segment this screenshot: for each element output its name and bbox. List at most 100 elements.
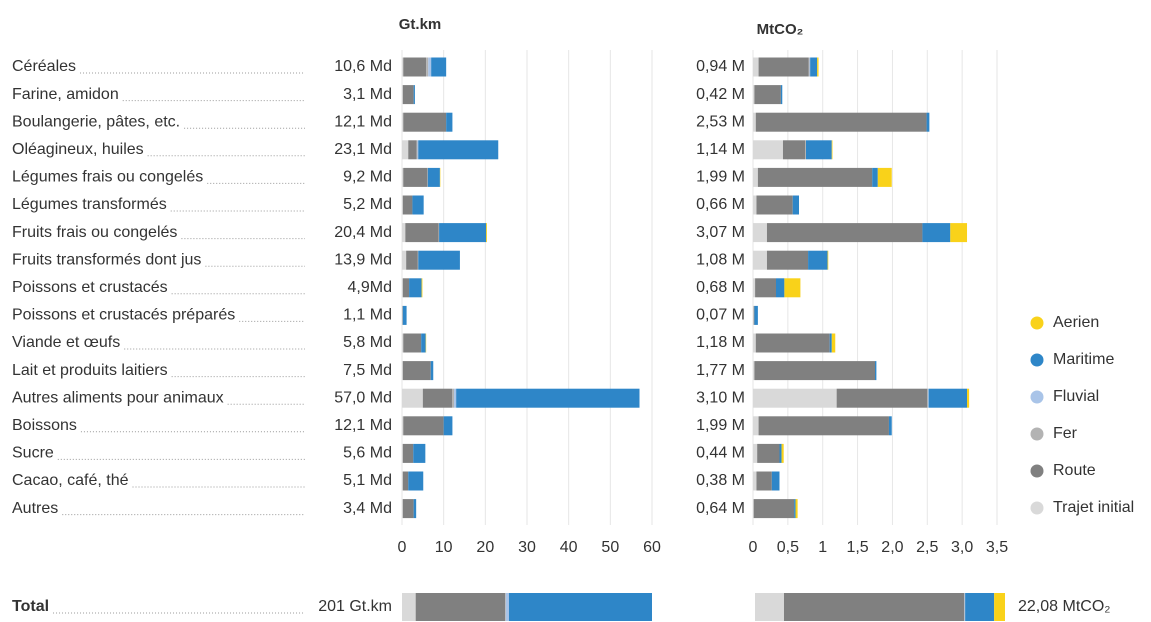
bar-segment — [446, 112, 453, 132]
bar-segment — [810, 57, 818, 77]
value-label: 20,4 Md — [334, 224, 392, 241]
bar-segment — [402, 388, 423, 408]
value-label: 0,42 M — [696, 86, 745, 103]
bar-segment — [753, 112, 756, 132]
total-segment — [964, 593, 966, 621]
value-label: 3,1 Md — [343, 86, 392, 103]
category-label: Poissons et crustacés préparés — [12, 307, 235, 324]
x-tick-label: 3,5 — [986, 539, 1008, 556]
value-label: 3,4 Md — [343, 500, 392, 517]
total-segment — [994, 593, 1005, 621]
value-label: 1,18 M — [696, 334, 745, 351]
value-label: 5,1 Md — [343, 472, 392, 489]
bar-segment — [754, 361, 875, 381]
category-label: Légumes frais ou congelés — [12, 169, 203, 186]
bar-segment — [402, 471, 403, 491]
bar-segment — [402, 250, 407, 270]
bar-segment — [456, 388, 640, 408]
bar-segment — [421, 278, 423, 298]
total-segment — [783, 593, 965, 621]
bar-segment — [753, 305, 754, 325]
bar-segment — [428, 57, 432, 77]
bar-segment — [779, 443, 782, 463]
legend-label: Route — [1053, 462, 1096, 479]
category-label: Légumes transformés — [12, 196, 167, 213]
category-label: Viande et œufs — [12, 334, 120, 351]
bar-segment — [754, 85, 781, 105]
bar-segment — [753, 140, 783, 160]
x-tick-label: 3,0 — [951, 539, 973, 556]
total-segment — [505, 593, 506, 621]
bar-segment — [780, 85, 783, 105]
legend-marker — [1030, 464, 1044, 478]
bar-segment — [766, 250, 809, 270]
legend-label: Trajet initial — [1053, 499, 1134, 516]
bar-segment — [967, 388, 970, 408]
category-label: Fruits frais ou congelés — [12, 224, 177, 241]
category-label: Poissons et crustacés — [12, 279, 168, 296]
x-tick-label: 0 — [749, 539, 758, 556]
total-segment — [964, 593, 965, 621]
bar-segment — [827, 250, 829, 270]
bar-segment — [755, 333, 830, 353]
bar-segment — [418, 250, 460, 270]
bar-segment — [792, 195, 800, 215]
bar-segment — [402, 167, 404, 187]
total-segment — [402, 593, 416, 621]
bar-segment — [402, 305, 407, 325]
value-label: 10,6 Md — [334, 58, 392, 75]
value-label: 3,10 M — [696, 389, 745, 406]
bar-segment — [794, 499, 796, 519]
value-label: 1,14 M — [696, 141, 745, 158]
bar-segment — [758, 416, 889, 436]
legend-label: Aerien — [1053, 314, 1099, 331]
bar-segment — [402, 85, 403, 105]
bar-segment — [831, 140, 833, 160]
bar-segment — [755, 278, 777, 298]
bar-segment — [753, 416, 759, 436]
bar-segment — [403, 112, 447, 132]
value-label: 9,2 Md — [343, 169, 392, 186]
bar-segment — [426, 57, 429, 77]
total-name: Total — [12, 598, 49, 615]
value-label: 0,64 M — [696, 500, 745, 517]
bar-segment — [452, 388, 455, 408]
bar-segment — [427, 167, 440, 187]
bar-segment — [756, 195, 793, 215]
bar-segment — [753, 250, 767, 270]
value-label: 0,68 M — [696, 279, 745, 296]
value-label: 5,8 Md — [343, 334, 392, 351]
x-tick-label: 40 — [560, 539, 578, 556]
bar-segment — [409, 278, 422, 298]
bar-segment — [402, 195, 413, 215]
category-label: Autres — [12, 500, 58, 517]
value-label: 1,77 M — [696, 362, 745, 379]
value-label: 12,1 Md — [334, 113, 392, 130]
bar-segment — [784, 278, 801, 298]
bar-segment — [753, 499, 795, 519]
legend-marker — [1030, 316, 1044, 330]
bar-segment — [403, 333, 422, 353]
bar-segment — [403, 57, 427, 77]
bar-segment — [402, 416, 404, 436]
value-label: 0,44 M — [696, 445, 745, 462]
bar-segment — [421, 333, 426, 353]
bar-segment — [753, 443, 758, 463]
bar-segment — [403, 416, 444, 436]
bar-segment — [412, 195, 424, 215]
bar-segment — [928, 388, 968, 408]
bar-segment — [402, 85, 414, 105]
bar-segment — [950, 223, 968, 243]
bar-segment — [402, 361, 431, 381]
category-label: Lait et produits laitiers — [12, 362, 168, 379]
value-label: 12,1 Md — [334, 417, 392, 434]
bar-segment — [795, 499, 798, 519]
value-label: 1,99 M — [696, 417, 745, 434]
bar-segment — [888, 416, 892, 436]
value-label: 57,0 Md — [334, 389, 392, 406]
bar-segment — [753, 223, 767, 243]
bar-segment — [402, 223, 406, 243]
value-label: 7,5 Md — [343, 362, 392, 379]
value-label: 2,53 M — [696, 113, 745, 130]
total-segment — [415, 593, 506, 621]
